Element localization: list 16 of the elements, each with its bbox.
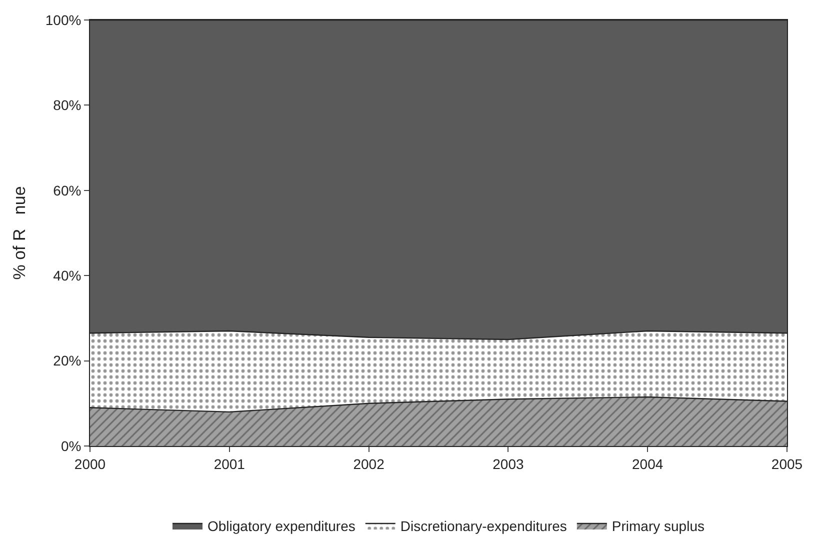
- y-tick-label: 20%: [53, 352, 82, 369]
- y-tick-label: 100%: [45, 12, 82, 28]
- legend-label: Primary suplus: [612, 518, 704, 534]
- y-axis-title: % of R nue: [10, 186, 29, 280]
- x-tick-label: 2004: [632, 456, 664, 472]
- x-tick-label: 2001: [214, 456, 246, 472]
- legend-label: Discretionary-expenditures: [400, 518, 567, 534]
- y-tick-label: 60%: [53, 182, 82, 198]
- y-tick-label: 0%: [60, 438, 82, 454]
- x-tick-label: 2005: [771, 456, 803, 472]
- y-tick-label: 40%: [53, 268, 82, 284]
- y-tick-label: 80%: [53, 97, 82, 114]
- legend-label: Obligatory expenditures: [208, 518, 356, 534]
- x-tick-label: 2000: [74, 456, 106, 472]
- x-tick-label: 2003: [492, 456, 524, 472]
- x-tick-label: 2002: [353, 456, 385, 472]
